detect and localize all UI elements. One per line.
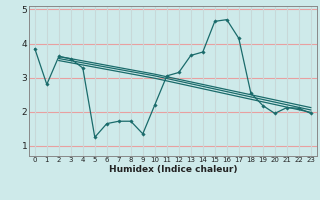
X-axis label: Humidex (Indice chaleur): Humidex (Indice chaleur) [108, 165, 237, 174]
